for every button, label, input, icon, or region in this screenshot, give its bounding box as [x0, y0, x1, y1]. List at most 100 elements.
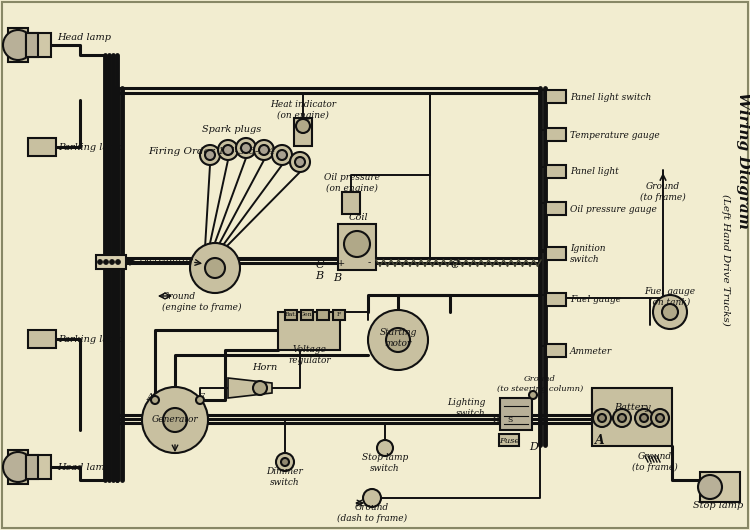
Bar: [26, 33, 38, 57]
Circle shape: [259, 145, 269, 155]
Circle shape: [698, 475, 722, 499]
Text: F: F: [198, 393, 204, 402]
Circle shape: [116, 260, 121, 264]
Text: Ground
(to frame): Ground (to frame): [632, 452, 678, 472]
Text: Parking lamp: Parking lamp: [58, 143, 124, 152]
Text: Distributor: Distributor: [138, 258, 193, 267]
Bar: [26, 455, 38, 479]
Text: +: +: [337, 259, 345, 268]
Circle shape: [151, 396, 159, 404]
Circle shape: [640, 414, 648, 422]
Text: Parking lamp: Parking lamp: [58, 334, 124, 343]
Circle shape: [196, 396, 204, 404]
Circle shape: [363, 489, 381, 507]
Circle shape: [296, 119, 310, 133]
Bar: [301, 310, 313, 320]
Text: B: B: [333, 273, 341, 283]
Text: C: C: [316, 260, 324, 270]
Bar: [546, 90, 566, 103]
Text: Temperature gauge: Temperature gauge: [570, 130, 660, 139]
Text: Fuel gauge
(on tank): Fuel gauge (on tank): [644, 287, 695, 307]
Text: Panel light: Panel light: [570, 167, 619, 176]
Circle shape: [253, 381, 267, 395]
Bar: [546, 165, 566, 178]
Bar: [546, 202, 566, 215]
Bar: [28, 138, 56, 156]
Circle shape: [653, 295, 687, 329]
Circle shape: [344, 231, 370, 257]
Text: Ground
(dash to frame): Ground (dash to frame): [337, 503, 407, 523]
Text: S: S: [507, 416, 513, 424]
Bar: [546, 247, 566, 260]
Bar: [294, 118, 312, 146]
Bar: [333, 310, 345, 320]
Bar: [278, 312, 340, 350]
Circle shape: [200, 145, 220, 165]
Bar: [500, 398, 532, 430]
Bar: [285, 310, 297, 320]
Circle shape: [3, 452, 33, 482]
Circle shape: [218, 140, 238, 160]
Circle shape: [377, 440, 393, 456]
Circle shape: [598, 414, 606, 422]
Text: A: A: [596, 434, 604, 446]
Bar: [592, 388, 672, 446]
Text: Stop lamp: Stop lamp: [693, 500, 743, 509]
Text: Fuel gauge: Fuel gauge: [570, 296, 621, 305]
Text: Ammeter: Ammeter: [570, 347, 612, 356]
Circle shape: [662, 304, 678, 320]
Text: H: H: [493, 416, 500, 424]
Bar: [8, 28, 28, 62]
Text: Stop lamp
switch: Stop lamp switch: [362, 453, 408, 473]
Circle shape: [635, 409, 653, 427]
Circle shape: [593, 409, 611, 427]
Text: Dimmer
switch: Dimmer switch: [267, 467, 303, 487]
Text: (Left Hand Drive Trucks): (Left Hand Drive Trucks): [722, 194, 730, 326]
Text: Gen.: Gen.: [300, 313, 314, 317]
Text: Ground
(engine to frame): Ground (engine to frame): [162, 292, 242, 312]
Circle shape: [104, 260, 109, 264]
Text: Head lamp: Head lamp: [57, 33, 111, 42]
Bar: [499, 434, 519, 446]
Bar: [26, 33, 51, 57]
Bar: [317, 310, 329, 320]
Text: Oil pressure
(on engine): Oil pressure (on engine): [324, 173, 380, 193]
Circle shape: [142, 387, 208, 453]
Circle shape: [656, 414, 664, 422]
Circle shape: [110, 260, 115, 264]
Bar: [8, 450, 28, 484]
Text: Horn: Horn: [252, 364, 278, 373]
Bar: [546, 128, 566, 141]
Circle shape: [290, 152, 310, 172]
Text: Ignition
switch: Ignition switch: [570, 244, 605, 264]
Text: C: C: [451, 260, 459, 270]
Circle shape: [281, 458, 289, 466]
Bar: [96, 255, 126, 269]
Text: Voltage
regulator: Voltage regulator: [289, 346, 332, 365]
Text: Lighting
switch: Lighting switch: [448, 399, 486, 418]
Text: Fuse: Fuse: [499, 437, 519, 445]
Circle shape: [241, 143, 251, 153]
Circle shape: [618, 414, 626, 422]
Circle shape: [613, 409, 631, 427]
Text: Wiring Diagram: Wiring Diagram: [736, 92, 750, 228]
Circle shape: [254, 140, 274, 160]
Circle shape: [205, 150, 215, 160]
Text: Ground
(to frame): Ground (to frame): [640, 182, 686, 202]
Circle shape: [277, 150, 287, 160]
Text: Head lamp: Head lamp: [57, 463, 111, 472]
Circle shape: [98, 260, 103, 264]
Bar: [546, 293, 566, 306]
Text: Bat.: Bat.: [285, 313, 297, 317]
Circle shape: [163, 408, 187, 432]
Circle shape: [272, 145, 292, 165]
Text: Panel light switch: Panel light switch: [570, 93, 651, 102]
Text: Ground
(to steering column): Ground (to steering column): [496, 375, 584, 393]
Circle shape: [386, 328, 410, 352]
Text: Starting
motor: Starting motor: [380, 328, 417, 348]
Text: Coil: Coil: [348, 214, 368, 223]
Bar: [28, 330, 56, 348]
Circle shape: [236, 138, 256, 158]
Circle shape: [205, 258, 225, 278]
Bar: [338, 224, 376, 270]
